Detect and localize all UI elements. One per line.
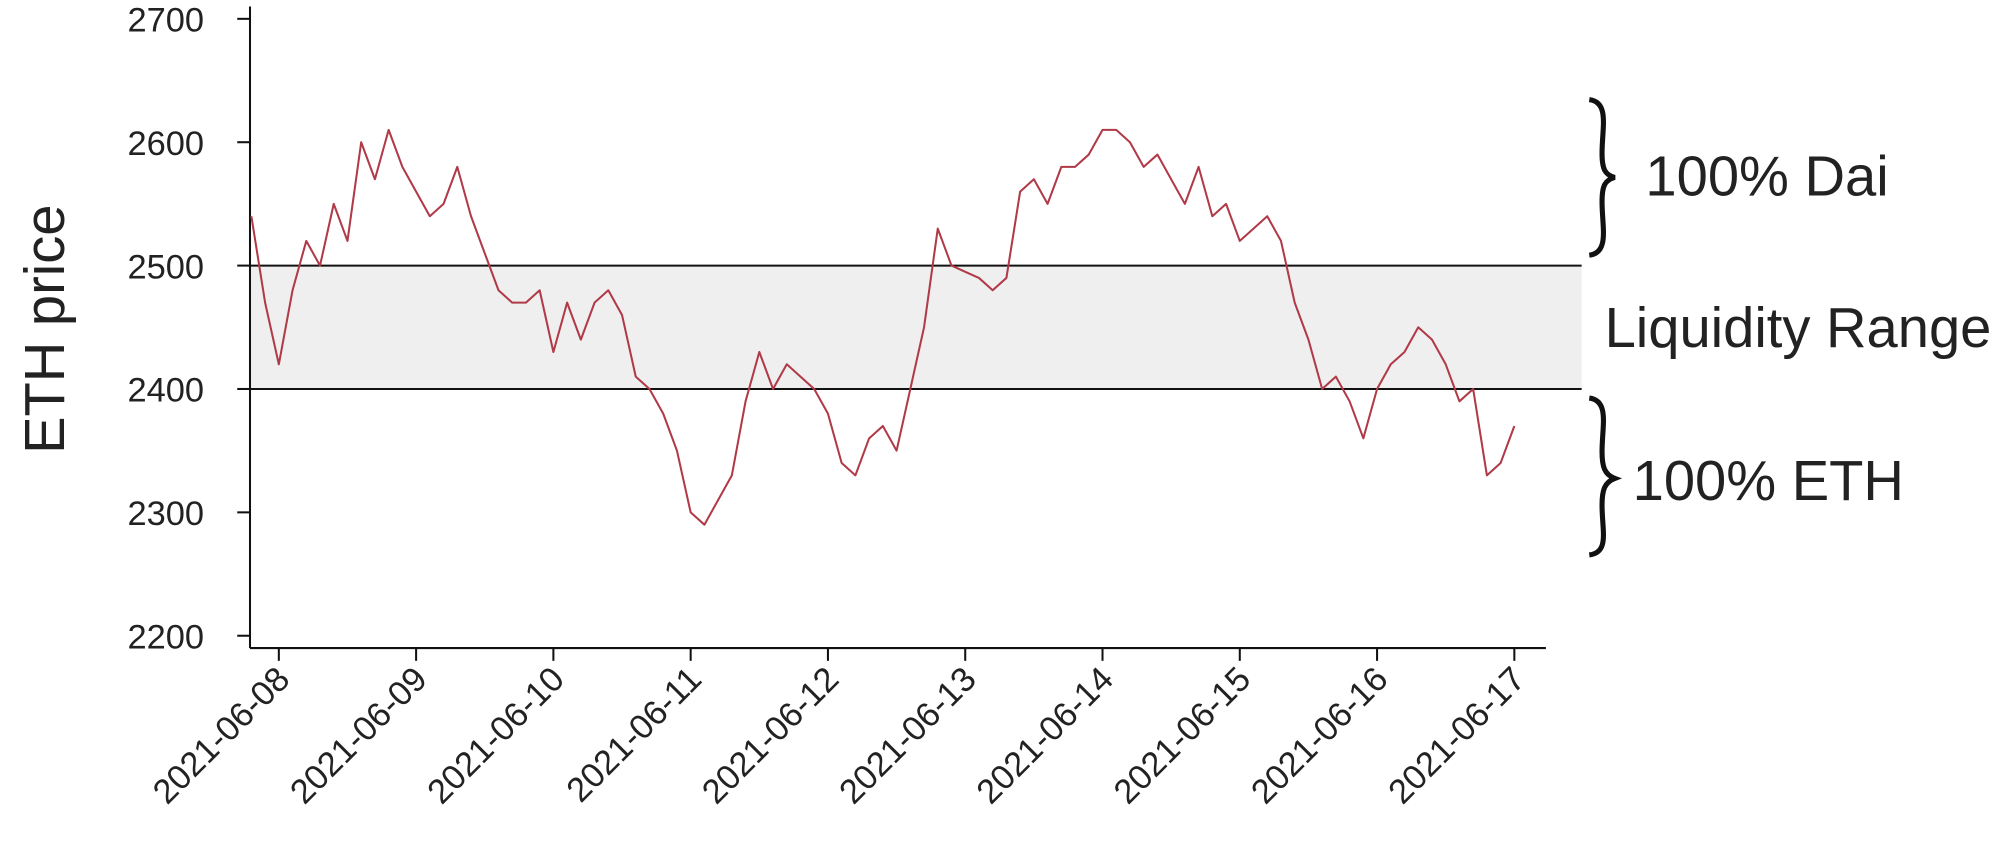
y-axis-label: ETH price	[13, 204, 76, 453]
y-tick-label: 2700	[128, 2, 205, 40]
annotation: 100% ETH	[1633, 449, 1904, 512]
x-tick-label: 2021-06-12	[695, 660, 846, 811]
annotation: 100% Dai	[1645, 144, 1888, 207]
y-tick-label: 2300	[128, 495, 205, 533]
band-layer	[250, 264, 1582, 390]
brace-bottom	[1588, 395, 1623, 558]
y-tick-label: 2400	[128, 372, 205, 410]
y-tick-label: 2200	[128, 618, 205, 656]
y-tick-label: 2600	[128, 125, 205, 163]
y-tick-label: 2500	[128, 248, 205, 286]
x-tick-label: 2021-06-10	[420, 660, 571, 811]
x-tick-label: 2021-06-15	[1107, 660, 1258, 811]
x-tick-label: 2021-06-13	[832, 660, 983, 811]
x-tick-label: 2021-06-09	[283, 660, 434, 811]
annotation: Liquidity Range	[1605, 296, 1992, 359]
price-line	[250, 128, 1516, 526]
x-tick-label: 2021-06-11	[560, 660, 710, 810]
liquidity-band	[250, 265, 1582, 389]
brace-top	[1588, 97, 1616, 258]
x-tick-label: 2021-06-14	[970, 660, 1121, 811]
x-tick-label: 2021-06-08	[146, 660, 297, 811]
x-tick-label: 2021-06-17	[1381, 660, 1532, 811]
x-tick-label: 2021-06-16	[1244, 660, 1395, 811]
